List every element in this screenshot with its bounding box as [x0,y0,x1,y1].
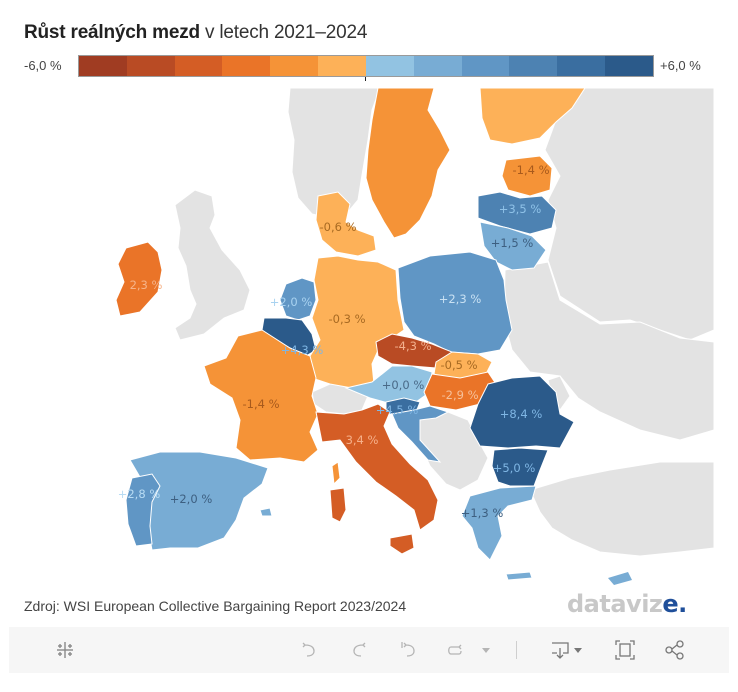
legend-max-label: +6,0 % [660,58,701,73]
value-label-greece: +1,3 % [461,506,504,520]
revert-icon[interactable] [397,627,421,673]
country-lithuania[interactable] [479,221,547,271]
country-russia[interactable] [544,87,715,341]
undo-icon[interactable] [297,627,321,673]
share-icon[interactable] [663,627,687,673]
legend-swatch[interactable] [222,56,271,76]
redo-icon[interactable] [347,627,371,673]
value-label-portugal: +2,8 % [118,487,161,501]
country-turkey[interactable] [529,461,715,557]
value-label-poland: +2,3 % [439,292,482,306]
country-romania[interactable] [469,375,575,449]
value-label-austria: +0,0 % [382,378,425,392]
legend-swatch[interactable] [605,56,653,76]
country-latvia[interactable] [477,191,557,235]
datavize-logo[interactable]: datavize. [567,590,687,618]
country-italy[interactable] [315,403,439,531]
country-netherlands[interactable] [279,277,317,321]
value-label-slovakia: -0,5 % [440,358,477,372]
countries-layer [115,87,586,581]
country-cyprus[interactable] [608,572,632,585]
legend-min-label: -6,0 % [24,58,62,73]
country-italy-sardinia[interactable] [329,487,347,523]
color-legend[interactable] [78,55,654,77]
legend-zero-tick [365,77,366,81]
country-sweden[interactable] [365,87,451,239]
legend-swatch[interactable] [509,56,558,76]
value-label-spain: +2,0 % [170,492,213,506]
country-denmark[interactable] [315,191,377,257]
fullscreen-icon[interactable] [613,627,637,673]
value-label-romania: +8,4 % [500,407,543,421]
value-labels: -1,4 % +3,5 % +1,5 % -0,6 % 2,3 % +2,0 % +4,3 … [118,163,550,520]
country-ireland[interactable] [115,241,163,317]
title-rest: v letech 2021–2024 [199,22,368,43]
country-france-corsica[interactable] [331,461,341,486]
country-portugal[interactable] [125,473,161,547]
country-spain-baleares[interactable] [259,507,273,517]
value-label-germany: -0,3 % [328,312,365,326]
chart-title: Růst reálných mezd v letech 2021–2024 [24,22,367,44]
country-croatia[interactable] [391,405,450,463]
country-finland[interactable] [479,87,586,145]
country-greece-crete[interactable] [505,571,533,581]
value-label-netherlands: +2,0 % [270,295,313,309]
no-data-land [92,87,715,585]
refresh-dropdown-icon[interactable] [479,627,493,673]
value-label-slovenia: +4,5 % [376,403,419,417]
refresh-icon[interactable] [443,627,467,673]
value-label-ireland: 2,3 % [130,278,163,292]
country-france[interactable] [203,329,319,463]
legend-swatch[interactable] [413,56,462,76]
value-label-hungary: -2,9 % [441,388,478,402]
legend-swatch[interactable] [318,56,366,76]
land-north-africa [92,560,520,580]
country-uk[interactable] [174,189,251,341]
legend-swatch[interactable] [126,56,175,76]
logo-text: datavi [567,590,649,618]
value-label-belgium: +4,3 % [281,343,324,357]
legend-swatch[interactable] [79,56,127,76]
europe-map[interactable]: -1,4 % +3,5 % +1,5 % -0,6 % 2,3 % +2,0 % +4,3 … [0,0,738,592]
title-bold: Růst reálných mezd [24,22,200,43]
logo-text-e: e. [662,590,687,618]
download-icon[interactable] [547,627,587,673]
legend-swatch[interactable] [557,56,606,76]
value-label-france: -1,4 % [242,397,279,411]
value-label-estonia: -1,4 % [512,163,549,177]
legend-swatch[interactable] [270,56,319,76]
toolbar-divider [516,641,517,659]
value-label-bulgaria: +5,0 % [493,461,536,475]
country-italy-sicily[interactable] [389,533,415,555]
value-label-latvia: +3,5 % [499,202,542,216]
value-label-lithuania: +1,5 % [491,236,534,250]
value-label-czechia: -4,3 % [394,339,431,353]
legend-swatch[interactable] [174,56,223,76]
country-ukraine[interactable] [503,261,715,441]
viz-toolbar [9,627,729,673]
legend-swatch[interactable] [365,56,414,76]
legend-swatch[interactable] [461,56,510,76]
logo-text-z: z [648,590,663,618]
country-estonia[interactable] [501,155,553,197]
value-label-denmark: -0,6 % [319,220,356,234]
country-greece[interactable] [461,485,537,561]
source-note: Zdroj: WSI European Collective Bargainin… [24,598,407,614]
tableau-logo-icon[interactable] [53,627,77,673]
value-label-italy: 3,4 % [346,433,379,447]
country-poland[interactable] [397,251,513,355]
